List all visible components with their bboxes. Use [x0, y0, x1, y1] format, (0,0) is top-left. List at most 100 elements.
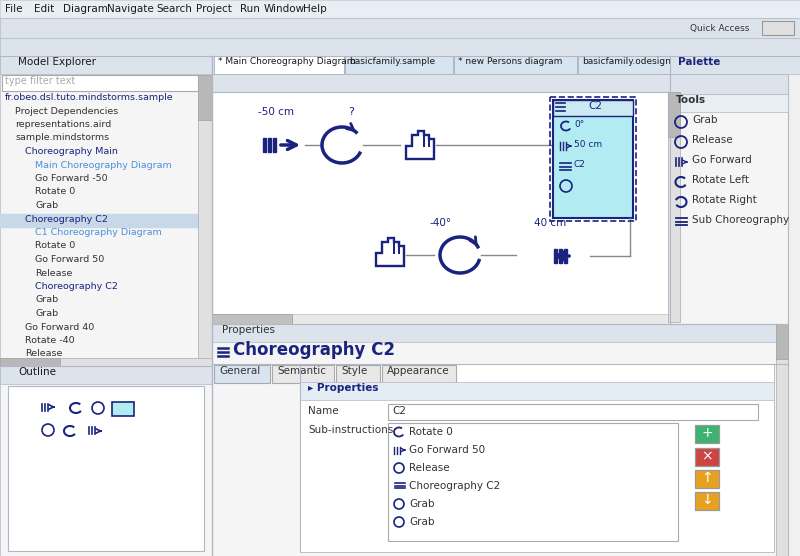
Bar	[300, 364, 774, 552]
Bar	[0, 358, 212, 366]
Bar	[670, 56, 800, 74]
Text: Sub Choreography: Sub Choreography	[692, 215, 789, 225]
Text: ▸ Properties: ▸ Properties	[308, 383, 378, 393]
Text: Run: Run	[240, 4, 260, 14]
Bar	[212, 314, 670, 324]
Bar	[564, 249, 567, 263]
Bar	[0, 0, 800, 18]
Text: Search: Search	[157, 4, 193, 14]
Bar	[336, 365, 380, 383]
Text: Rotate 0: Rotate 0	[35, 241, 75, 251]
Bar	[212, 314, 292, 324]
Text: -50 cm: -50 cm	[258, 107, 294, 117]
Text: Go Forward 40: Go Forward 40	[25, 322, 94, 331]
Text: * Main Choreography Diagram: * Main Choreography Diagram	[218, 57, 355, 66]
Bar	[198, 75, 212, 366]
Bar	[0, 56, 212, 74]
Bar	[0, 366, 212, 556]
Text: Go Forward 50: Go Forward 50	[35, 255, 104, 264]
Text: File: File	[5, 4, 22, 14]
Bar	[8, 386, 204, 551]
Bar	[762, 21, 794, 35]
Bar	[695, 492, 719, 510]
Bar	[553, 100, 633, 218]
Bar	[0, 18, 800, 38]
Bar	[212, 324, 788, 556]
Text: Main Choreography Diagram: Main Choreography Diagram	[35, 161, 172, 170]
Text: fr.obeo.dsl.tuto.mindstorms.sample: fr.obeo.dsl.tuto.mindstorms.sample	[5, 93, 174, 102]
Text: Grab: Grab	[35, 295, 58, 305]
Bar	[212, 92, 670, 322]
Text: +: +	[701, 426, 713, 440]
Text: Grab: Grab	[692, 115, 718, 125]
Text: Choreography Main: Choreography Main	[25, 147, 118, 156]
Text: Project Dependencies: Project Dependencies	[15, 107, 118, 116]
Bar	[670, 94, 788, 112]
Text: Choreography C2: Choreography C2	[35, 282, 118, 291]
Bar	[695, 425, 719, 443]
Text: Rotate 0: Rotate 0	[35, 187, 75, 196]
Text: basicfamily.odesign: basicfamily.odesign	[582, 57, 670, 66]
Text: Semantic: Semantic	[277, 366, 326, 376]
Text: Quick Access: Quick Access	[690, 23, 750, 32]
Bar	[388, 423, 678, 541]
Bar	[345, 56, 453, 74]
Bar	[198, 75, 212, 120]
Text: Window: Window	[264, 4, 305, 14]
Text: 50 cm: 50 cm	[574, 140, 602, 149]
Bar	[388, 404, 758, 420]
Text: Outline: Outline	[18, 367, 56, 377]
Text: Grab: Grab	[409, 517, 434, 527]
Text: Grab: Grab	[35, 309, 58, 318]
Bar	[670, 74, 788, 324]
Text: ↓: ↓	[701, 493, 713, 507]
Bar	[272, 365, 334, 383]
Bar	[454, 56, 577, 74]
Text: Rotate 0: Rotate 0	[409, 427, 453, 437]
Bar	[273, 138, 276, 152]
Bar	[668, 92, 680, 322]
Text: ?: ?	[348, 107, 354, 117]
Text: Palette: Palette	[678, 57, 720, 67]
Bar	[776, 324, 788, 556]
Text: Sub-instructions: Sub-instructions	[308, 425, 394, 435]
Bar	[553, 100, 633, 116]
Bar	[214, 365, 270, 383]
Text: 0°: 0°	[574, 120, 584, 129]
Text: ↑: ↑	[701, 471, 713, 485]
Text: Grab: Grab	[409, 499, 434, 509]
Text: General: General	[219, 366, 260, 376]
Text: Go Forward -50: Go Forward -50	[35, 174, 108, 183]
Text: Help: Help	[303, 4, 326, 14]
Text: Tools: Tools	[676, 95, 706, 105]
Text: Style: Style	[341, 366, 367, 376]
Bar	[214, 56, 344, 74]
Bar	[112, 402, 134, 416]
Bar	[212, 56, 788, 74]
Text: basicfamily.sample: basicfamily.sample	[349, 57, 435, 66]
Text: * new Persons diagram: * new Persons diagram	[458, 57, 562, 66]
Text: Choreography C2: Choreography C2	[25, 215, 108, 224]
Text: Go Forward: Go Forward	[692, 155, 752, 165]
Bar	[212, 324, 788, 342]
Text: Project: Project	[196, 4, 232, 14]
Bar	[554, 249, 557, 263]
Text: Release: Release	[35, 269, 72, 277]
Text: sample.mindstorms: sample.mindstorms	[15, 133, 109, 142]
Text: C2: C2	[574, 160, 586, 169]
Text: Release: Release	[25, 350, 62, 359]
Bar	[578, 56, 690, 74]
Bar	[268, 138, 271, 152]
Text: ×: ×	[701, 449, 713, 463]
Text: Appearance: Appearance	[387, 366, 450, 376]
Text: Edit: Edit	[34, 4, 54, 14]
Bar	[263, 138, 266, 152]
Bar	[670, 74, 788, 94]
Bar	[668, 92, 680, 137]
Text: Go Forward 50: Go Forward 50	[409, 445, 485, 455]
Bar	[695, 448, 719, 466]
Bar	[559, 249, 562, 263]
Bar	[382, 365, 456, 383]
Text: C2: C2	[588, 101, 602, 111]
Bar	[0, 214, 198, 226]
